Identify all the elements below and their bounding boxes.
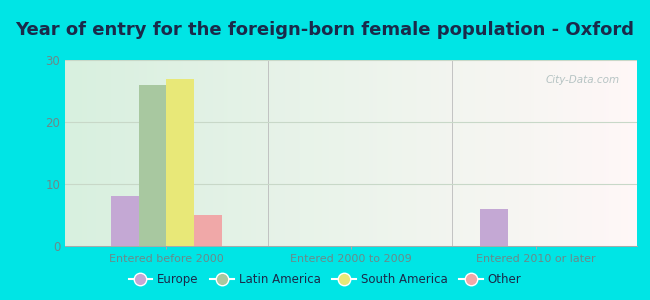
Bar [139,85,166,246]
Bar [166,79,194,246]
Text: Year of entry for the foreign-born female population - Oxford: Year of entry for the foreign-born femal… [16,21,634,39]
Bar [111,196,139,246]
Bar [480,209,508,246]
Legend: Europe, Latin America, South America, Other: Europe, Latin America, South America, Ot… [124,269,526,291]
Bar [194,215,222,246]
Text: City-Data.com: City-Data.com [546,75,620,85]
